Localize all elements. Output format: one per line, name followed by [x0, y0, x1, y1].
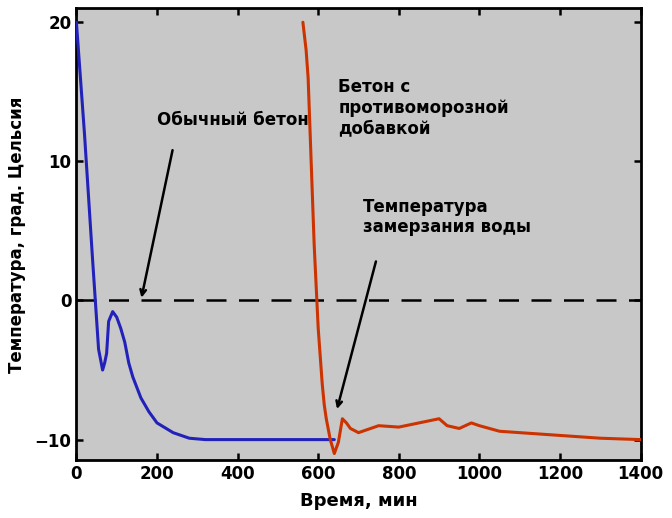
X-axis label: Время, мин: Время, мин	[300, 492, 417, 510]
Text: Обычный бетон: Обычный бетон	[157, 111, 308, 128]
Text: Бетон с
противоморозной
добавкой: Бетон с противоморозной добавкой	[339, 78, 509, 137]
Y-axis label: Температура, град. Цельсия: Температура, град. Цельсия	[8, 96, 26, 372]
Text: Температура
замерзания воды: Температура замерзания воды	[362, 197, 530, 236]
